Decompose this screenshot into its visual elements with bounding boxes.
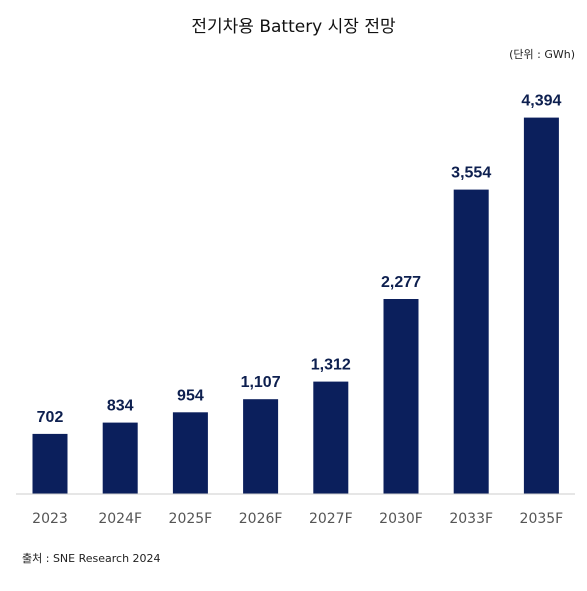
value-label-2033F: 3,554 bbox=[451, 165, 491, 182]
bar-2025F bbox=[172, 412, 208, 494]
unit-label: (단위 : GWh) bbox=[509, 48, 575, 61]
bar-2027F bbox=[313, 381, 349, 494]
bar-2030F bbox=[383, 299, 419, 494]
x-tick-2030F: 2030F bbox=[379, 511, 423, 527]
value-label-2024F: 834 bbox=[107, 398, 134, 415]
x-tick-2035F: 2035F bbox=[520, 511, 564, 527]
bar-2024F bbox=[102, 422, 138, 494]
value-label-2025F: 954 bbox=[177, 387, 204, 404]
x-tick-2027F: 2027F bbox=[309, 511, 353, 527]
bar-2033F bbox=[453, 189, 489, 494]
value-label-2023: 702 bbox=[37, 409, 64, 426]
value-label-2027F: 1,312 bbox=[311, 357, 351, 374]
x-tick-2025F: 2025F bbox=[169, 511, 213, 527]
value-label-2030F: 2,277 bbox=[381, 274, 421, 291]
bars-layer bbox=[32, 117, 559, 494]
x-tick-2033F: 2033F bbox=[449, 511, 493, 527]
chart-title: 전기차용 Battery 시장 전망 bbox=[191, 17, 396, 37]
x-tick-2024F: 2024F bbox=[98, 511, 142, 527]
x-tick-2023: 2023 bbox=[32, 511, 68, 527]
value-label-2026F: 1,107 bbox=[241, 374, 281, 391]
labels-layer: 702 2023 834 2024F 954 2025F 1,107 2026F 1,312 20… bbox=[32, 93, 563, 527]
bar-2026F bbox=[243, 399, 279, 494]
bar-2023 bbox=[32, 433, 68, 494]
x-tick-2026F: 2026F bbox=[239, 511, 283, 527]
bar-2035F bbox=[523, 117, 559, 494]
value-label-2035F: 4,394 bbox=[521, 93, 561, 110]
source-note: 출처 : SNE Research 2024 bbox=[22, 552, 161, 565]
